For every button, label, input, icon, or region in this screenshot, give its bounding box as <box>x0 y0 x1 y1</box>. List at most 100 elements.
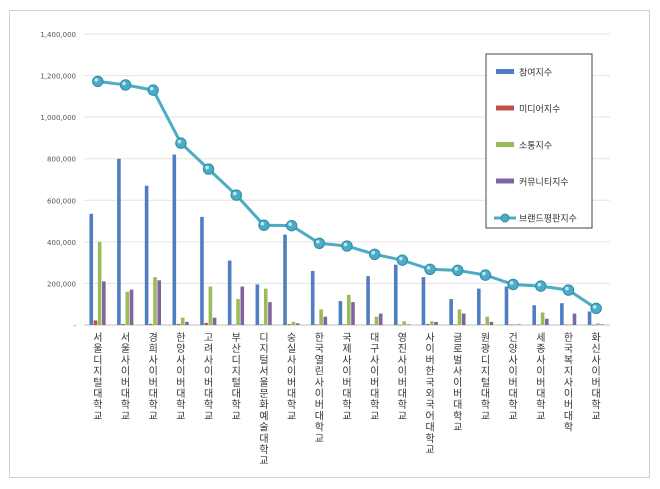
y-tick-label: 200,000 <box>47 280 76 288</box>
bar-2 <box>425 323 430 325</box>
legend-entry: 브랜드평판지수 <box>519 214 577 225</box>
bar-2 <box>287 324 292 325</box>
bar-4 <box>489 321 494 325</box>
bar-4 <box>434 321 438 325</box>
bar-4 <box>323 316 328 325</box>
bar-4 <box>378 313 383 325</box>
line-point-highlight <box>260 221 265 226</box>
line-point-highlight <box>288 222 292 226</box>
bar-2 <box>232 324 236 326</box>
line-point-highlight <box>177 139 182 144</box>
line-point-highlight <box>399 256 403 261</box>
legend-marker <box>500 213 510 223</box>
y-tick-label: 1,400,000 <box>40 31 76 39</box>
bar-3 <box>347 294 351 325</box>
legend-swatch <box>496 178 514 184</box>
bar-1 <box>587 311 592 325</box>
bar-3 <box>485 316 490 325</box>
legend-entry: 미디어지수 <box>519 104 560 115</box>
bar-1 <box>477 288 481 325</box>
bar-4 <box>461 313 466 325</box>
line-point <box>147 84 159 96</box>
bar-2 <box>370 324 375 325</box>
bar-3 <box>208 286 213 325</box>
line-point-highlight <box>149 86 154 91</box>
bar-3 <box>125 291 130 325</box>
line-point <box>92 75 104 88</box>
bar-2 <box>315 324 319 325</box>
legend-entry: 참여지수 <box>519 67 552 79</box>
line-point <box>590 302 602 315</box>
bar-3 <box>402 321 406 325</box>
y-tick-label: 600,000 <box>47 197 76 205</box>
bar-1 <box>338 301 343 325</box>
bar-2 <box>536 324 541 326</box>
bar-3 <box>97 241 102 325</box>
line-point <box>396 254 409 266</box>
legend-swatch <box>496 69 514 74</box>
line-point-highlight <box>565 286 569 291</box>
y-tick-label: 800,000 <box>47 156 76 164</box>
bar-1 <box>449 299 453 325</box>
bar-3 <box>568 324 573 325</box>
bar-2 <box>121 323 125 325</box>
bar-1 <box>310 270 315 325</box>
bar-4 <box>102 281 106 325</box>
bar-4 <box>295 323 300 325</box>
y-tick-label: - <box>73 322 76 330</box>
line-point-highlight <box>592 305 597 309</box>
bar-2 <box>93 320 98 325</box>
legend-swatch <box>496 142 514 147</box>
bar-2 <box>508 324 513 326</box>
bar-3 <box>291 321 296 325</box>
bar-3 <box>374 316 379 325</box>
bar-4 <box>406 324 411 325</box>
bar-1 <box>504 286 509 325</box>
bar-3 <box>513 324 517 325</box>
line-point <box>202 163 215 175</box>
bar-2 <box>204 322 208 325</box>
legend-box <box>485 53 593 229</box>
bar-3 <box>430 321 434 325</box>
bar-4 <box>517 324 521 325</box>
bar-1 <box>560 303 564 325</box>
bar-2 <box>591 324 596 326</box>
line-point <box>313 237 326 250</box>
bar-4 <box>351 302 355 325</box>
bar-4 <box>157 280 162 325</box>
line-point <box>479 269 492 281</box>
bar-4 <box>129 289 134 325</box>
bar-2 <box>149 323 153 325</box>
bar-2 <box>176 323 181 325</box>
legend-swatch <box>496 105 514 111</box>
line-point <box>424 263 436 275</box>
legend-entry: 소통지수 <box>519 141 552 152</box>
bar-1 <box>255 284 260 325</box>
bar-1 <box>89 213 94 325</box>
line-point <box>230 189 242 201</box>
bar-1 <box>532 305 536 325</box>
line-point <box>285 219 298 232</box>
bar-3 <box>180 317 185 325</box>
line-point <box>258 219 270 231</box>
bar-4 <box>268 302 272 325</box>
bar-4 <box>185 321 189 325</box>
bar-1 <box>117 158 121 325</box>
line-point <box>341 240 353 252</box>
y-tick-label: 1,000,000 <box>40 114 76 122</box>
line-point-highlight <box>122 81 126 86</box>
y-tick-label: 1,200,000 <box>40 73 76 81</box>
bar-2 <box>259 324 264 325</box>
bar-1 <box>227 260 232 325</box>
line-point <box>535 280 547 292</box>
bar-1 <box>421 277 426 325</box>
line-point-highlight <box>371 251 375 255</box>
